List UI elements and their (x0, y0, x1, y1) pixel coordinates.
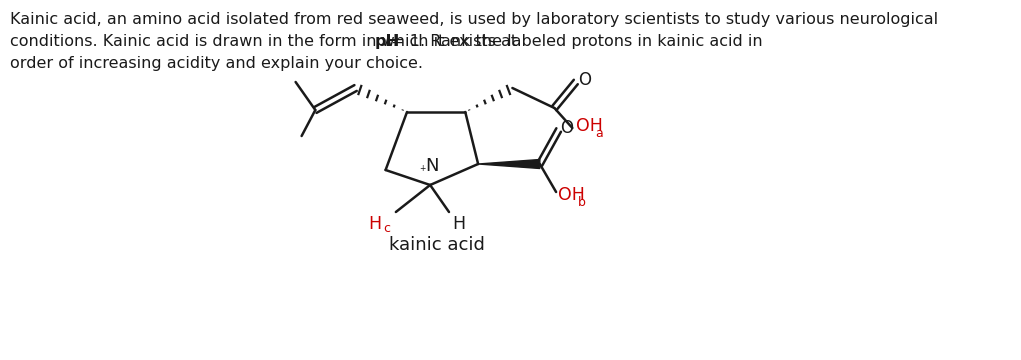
Text: conditions. Kainic acid is drawn in the form in which it exists at: conditions. Kainic acid is drawn in the … (10, 34, 523, 49)
Text: pH: pH (375, 34, 400, 49)
Text: a: a (595, 126, 603, 140)
Text: kainic acid: kainic acid (389, 236, 485, 254)
Text: = 1. Rank the labeled protons in kainic acid in: = 1. Rank the labeled protons in kainic … (386, 34, 763, 49)
Text: c: c (383, 222, 390, 235)
Text: H: H (369, 215, 381, 233)
Text: H: H (452, 215, 466, 233)
Text: Kainic acid, an amino acid isolated from red seaweed, is used by laboratory scie: Kainic acid, an amino acid isolated from… (10, 12, 938, 27)
Text: $\mathregular{^+}$: $\mathregular{^+}$ (419, 164, 428, 174)
Text: O: O (578, 71, 591, 89)
Polygon shape (478, 159, 540, 168)
Text: b: b (578, 195, 585, 208)
Text: order of increasing acidity and explain your choice.: order of increasing acidity and explain … (10, 56, 424, 71)
Text: O: O (561, 119, 574, 137)
Text: OH: OH (576, 117, 602, 135)
Text: N: N (425, 157, 439, 175)
Text: OH: OH (557, 186, 585, 204)
